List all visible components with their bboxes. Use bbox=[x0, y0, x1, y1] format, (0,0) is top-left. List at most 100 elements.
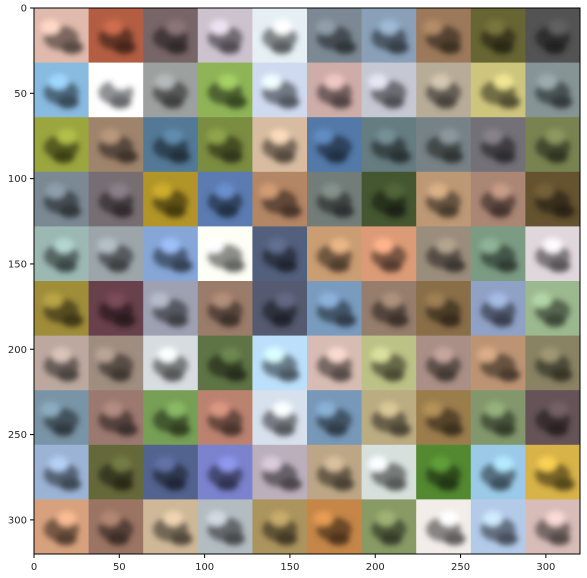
image-tile bbox=[416, 390, 472, 446]
image-tile bbox=[361, 171, 417, 227]
image-tile bbox=[197, 335, 253, 391]
image-tile bbox=[34, 390, 90, 446]
image-tile bbox=[470, 281, 526, 337]
y-tick-label: 50 bbox=[14, 89, 27, 100]
x-tick-label: 200 bbox=[366, 562, 385, 573]
image-tile bbox=[197, 117, 253, 173]
image-tile bbox=[88, 8, 144, 64]
image-tile bbox=[470, 117, 526, 173]
image-tile bbox=[416, 444, 472, 500]
image-tile bbox=[361, 117, 417, 173]
image-tile bbox=[307, 226, 363, 282]
image-tile bbox=[252, 117, 308, 173]
image-tile bbox=[525, 390, 580, 446]
image-tile bbox=[34, 281, 90, 337]
y-tick-label: 200 bbox=[8, 345, 27, 356]
image-tile bbox=[416, 281, 472, 337]
x-tick-label: 300 bbox=[536, 562, 555, 573]
image-tile bbox=[361, 281, 417, 337]
image-tile bbox=[307, 62, 363, 118]
image-tile bbox=[34, 444, 90, 500]
x-tick-label: 0 bbox=[31, 562, 37, 573]
image-tile bbox=[307, 281, 363, 337]
y-tick-label: 100 bbox=[8, 174, 27, 185]
image-tile bbox=[143, 8, 199, 64]
image-tile bbox=[307, 335, 363, 391]
x-axis: 0 50 100 150 200 250 300 bbox=[31, 554, 555, 573]
image-tile bbox=[252, 499, 308, 554]
y-tick-label: 0 bbox=[21, 4, 27, 15]
image-tile bbox=[88, 117, 144, 173]
image-tile bbox=[307, 117, 363, 173]
image-tile bbox=[416, 8, 472, 64]
image-tile bbox=[470, 499, 526, 554]
image-tile bbox=[197, 390, 253, 446]
image-tile bbox=[525, 281, 580, 337]
axes-frame bbox=[33, 7, 581, 555]
image-tile bbox=[416, 226, 472, 282]
x-tick-label: 250 bbox=[451, 562, 470, 573]
image-tile bbox=[143, 335, 199, 391]
image-tile bbox=[307, 444, 363, 500]
image-tile bbox=[34, 62, 90, 118]
image-tile bbox=[197, 444, 253, 500]
image-tile bbox=[88, 62, 144, 118]
image-tile bbox=[197, 62, 253, 118]
image-tile bbox=[525, 171, 580, 227]
image-tile bbox=[525, 499, 580, 554]
image-tile bbox=[416, 62, 472, 118]
image-tile bbox=[361, 499, 417, 554]
image-tile bbox=[34, 117, 90, 173]
image-tile bbox=[88, 499, 144, 554]
image-tile bbox=[197, 499, 253, 554]
image-tile bbox=[197, 281, 253, 337]
image-tile bbox=[361, 444, 417, 500]
y-tick-label: 250 bbox=[8, 430, 27, 441]
image-tile bbox=[307, 8, 363, 64]
image-tile bbox=[525, 8, 580, 64]
image-tile bbox=[252, 8, 308, 64]
image-tile bbox=[88, 281, 144, 337]
image-tile bbox=[34, 226, 90, 282]
x-tick-label: 50 bbox=[113, 562, 126, 573]
image-tile bbox=[88, 171, 144, 227]
y-tick-label: 300 bbox=[8, 515, 27, 526]
image-tile bbox=[307, 499, 363, 554]
image-tile bbox=[416, 499, 472, 554]
image-tile bbox=[470, 62, 526, 118]
image-tile bbox=[525, 117, 580, 173]
y-axis: 0 50 100 150 200 250 300 bbox=[8, 4, 34, 526]
image-tile bbox=[470, 335, 526, 391]
image-tile bbox=[143, 117, 199, 173]
image-tile bbox=[252, 171, 308, 227]
image-tile bbox=[470, 444, 526, 500]
image-tile bbox=[143, 226, 199, 282]
image-tile bbox=[252, 444, 308, 500]
image-tile bbox=[307, 390, 363, 446]
image-tile bbox=[88, 226, 144, 282]
image-tile bbox=[34, 8, 90, 64]
image-tile bbox=[143, 281, 199, 337]
image-tile bbox=[143, 444, 199, 500]
image-tile bbox=[470, 226, 526, 282]
image-tile bbox=[143, 62, 199, 118]
image-tile bbox=[416, 117, 472, 173]
image-tile bbox=[307, 171, 363, 227]
image-tile bbox=[34, 499, 90, 554]
image-tile bbox=[361, 335, 417, 391]
image-tile bbox=[361, 8, 417, 64]
image-tile bbox=[361, 226, 417, 282]
image-tile bbox=[143, 390, 199, 446]
image-tile bbox=[34, 335, 90, 391]
image-tile bbox=[143, 171, 199, 227]
image-tile bbox=[361, 390, 417, 446]
y-tick-label: 150 bbox=[8, 259, 27, 270]
image-tile bbox=[252, 390, 308, 446]
image-tile bbox=[197, 171, 253, 227]
image-tile bbox=[416, 335, 472, 391]
image-tile bbox=[34, 171, 90, 227]
image-tile bbox=[197, 8, 253, 64]
image-tile bbox=[416, 171, 472, 227]
image-tile bbox=[525, 62, 580, 118]
image-tile bbox=[525, 444, 580, 500]
